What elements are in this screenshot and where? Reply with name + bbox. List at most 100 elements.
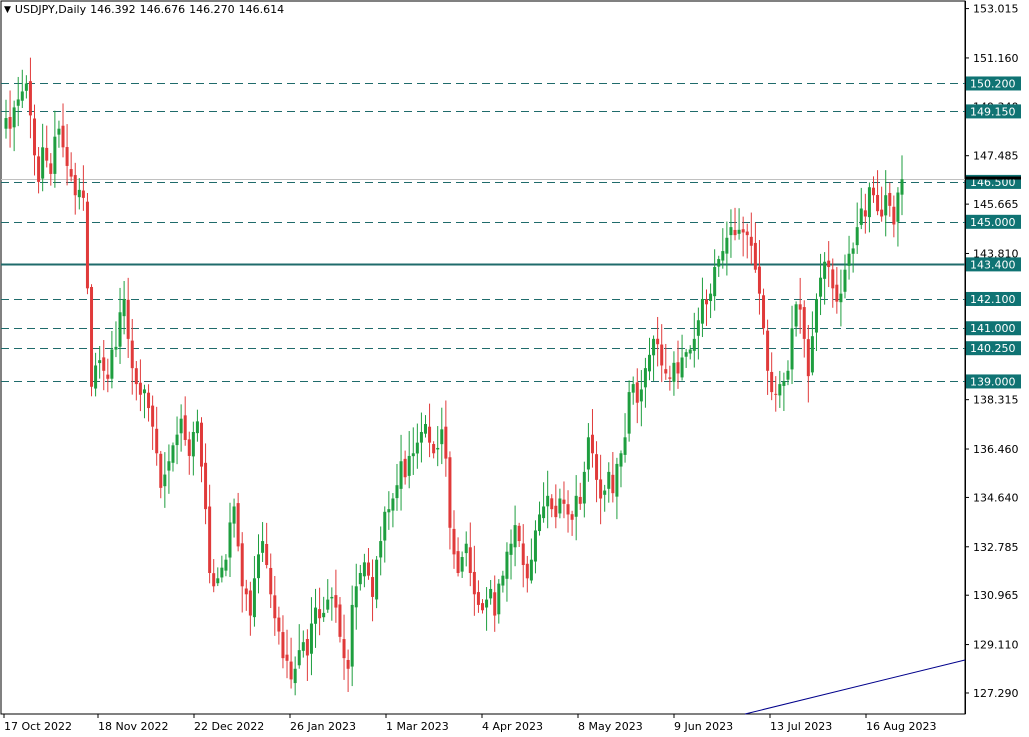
- candle-155: [635, 368, 639, 424]
- candle-93: [383, 506, 387, 563]
- candle-11: [49, 153, 53, 186]
- candle-body: [533, 530, 537, 562]
- candle-body: [680, 357, 684, 378]
- candle-body: [643, 368, 647, 388]
- candle-body: [558, 498, 562, 514]
- time-tick-label: 17 Oct 2022: [4, 720, 72, 733]
- candle-111: [456, 537, 460, 577]
- candle-182: [745, 223, 749, 259]
- price-tick-label: 136.460: [973, 443, 1019, 456]
- candle-body: [261, 541, 265, 553]
- time-axis[interactable]: 17 Oct 2022 18 Nov 2022 22 Dec 2022 26 Jan …: [3, 714, 936, 733]
- trend-line[interactable]: [744, 659, 966, 715]
- candle-body: [106, 374, 110, 379]
- candle-body: [505, 551, 509, 579]
- candle-body: [684, 352, 688, 357]
- candle-41: [171, 442, 175, 472]
- candle-body: [318, 609, 322, 619]
- candle-214: [876, 170, 880, 216]
- candle-175: [717, 255, 721, 277]
- candle-7: [33, 104, 37, 176]
- trend-line-group[interactable]: [744, 659, 966, 715]
- candle-26: [110, 330, 114, 389]
- candle-185: [757, 240, 761, 315]
- candle-84: [346, 649, 350, 692]
- candle-104: [428, 403, 432, 458]
- price-tick-label: 127.290: [973, 687, 1019, 700]
- candle-17: [73, 162, 77, 215]
- candle-46: [191, 421, 195, 476]
- candle-body: [399, 461, 403, 489]
- candle-body: [806, 339, 810, 377]
- candle-body: [383, 511, 387, 541]
- candle-174: [713, 249, 717, 311]
- candle-body: [415, 442, 419, 454]
- candle-67: [277, 606, 281, 645]
- candle-body: [851, 248, 855, 254]
- candle-219: [896, 187, 900, 247]
- candle-22: [94, 352, 98, 397]
- candle-153: [627, 380, 631, 442]
- candle-170: [696, 307, 700, 360]
- candle-body: [212, 573, 216, 587]
- candle-44: [183, 396, 187, 446]
- candle-body: [525, 563, 529, 579]
- candle-21: [90, 284, 94, 397]
- candle-121: [497, 579, 501, 624]
- candle-98: [403, 450, 407, 485]
- candle-body: [403, 458, 407, 478]
- candle-body: [354, 586, 358, 608]
- candle-23: [98, 346, 102, 379]
- dropdown-triangle-icon[interactable]: ▼: [4, 4, 11, 15]
- candle-body: [513, 525, 517, 548]
- candle-body: [73, 175, 77, 196]
- candle-29: [122, 280, 126, 335]
- horizontal-levels[interactable]: [1, 83, 965, 382]
- symbol-label[interactable]: USDJPY,Daily: [14, 3, 87, 16]
- candle-body: [411, 453, 415, 457]
- candle-183: [749, 212, 753, 265]
- low-value: 146.270: [189, 3, 235, 16]
- candle-body: [142, 389, 146, 394]
- candle-body: [664, 369, 668, 374]
- candle-body: [151, 405, 155, 427]
- candle-220: [900, 155, 904, 216]
- candle-128: [525, 555, 529, 593]
- candle-body: [452, 528, 456, 555]
- candle-75: [309, 597, 313, 676]
- candle-90: [371, 559, 375, 622]
- candle-body: [191, 431, 195, 457]
- candle-body: [721, 251, 725, 261]
- candle-96: [395, 463, 399, 511]
- candle-body: [179, 418, 183, 434]
- candle-47: [195, 409, 199, 442]
- candle-136: [558, 488, 562, 519]
- time-tick-label: 8 May 2023: [578, 720, 643, 733]
- candle-205: [839, 269, 843, 327]
- candle-33: [138, 359, 142, 412]
- candle-body: [269, 567, 273, 595]
- candle-body: [195, 421, 199, 434]
- candle-body: [798, 304, 802, 310]
- candle-159: [652, 335, 656, 381]
- candle-129: [529, 538, 533, 584]
- candle-77: [318, 587, 322, 636]
- time-tick-label: 16 Aug 2023: [866, 720, 936, 733]
- candle-168: [688, 345, 692, 360]
- candle-32: [134, 360, 138, 401]
- candle-55: [228, 502, 232, 578]
- candle-194: [794, 301, 798, 337]
- candle-82: [338, 596, 342, 643]
- candle-body: [737, 229, 741, 234]
- candle-114: [468, 522, 472, 587]
- candle-body: [476, 592, 480, 605]
- candle-166: [680, 334, 684, 381]
- candle-160: [656, 316, 660, 367]
- candle-body: [582, 471, 586, 504]
- candle-body: [570, 514, 574, 520]
- candle-212: [867, 182, 871, 233]
- candle-body: [138, 382, 142, 395]
- candle-body: [4, 118, 8, 129]
- candle-94: [387, 491, 391, 530]
